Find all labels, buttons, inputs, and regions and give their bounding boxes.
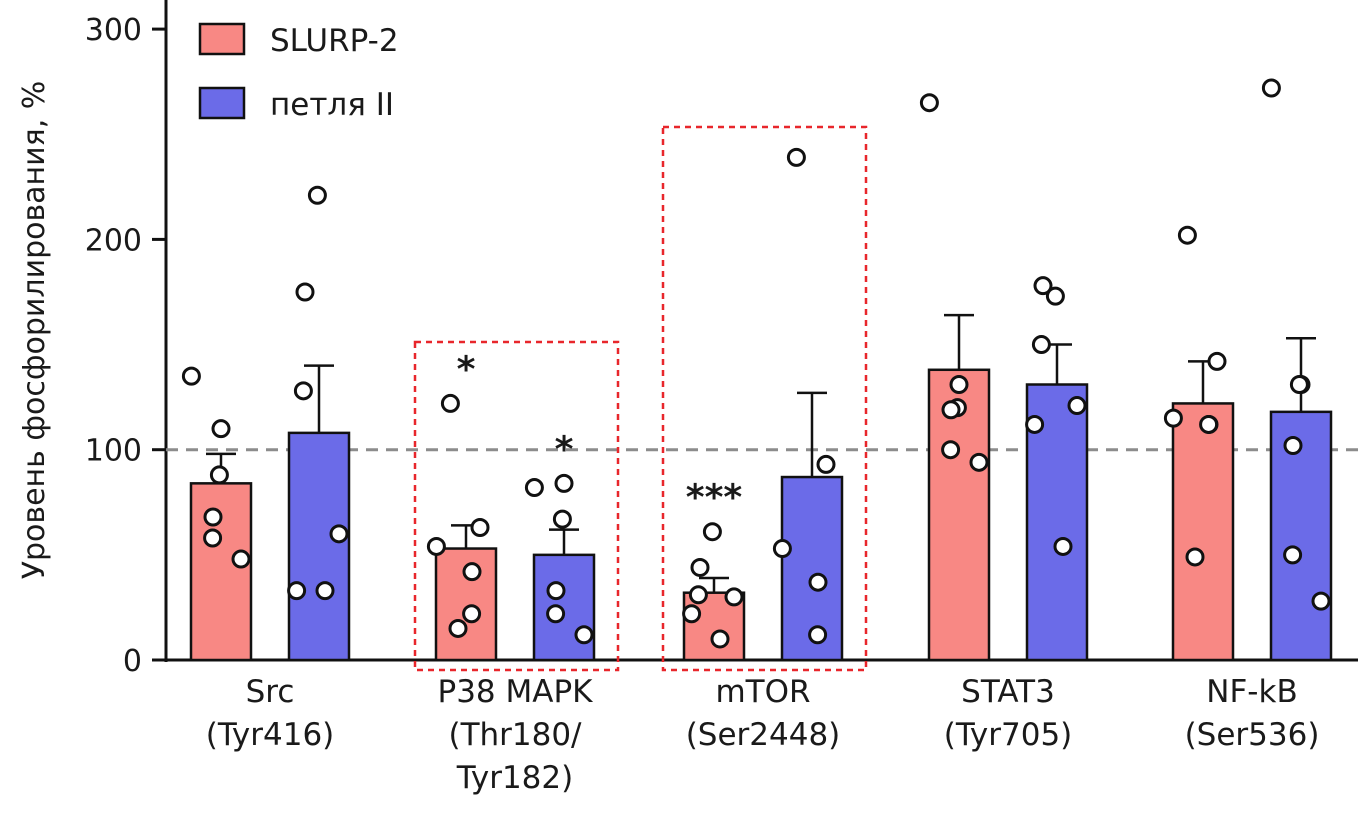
category-label: Tyr182) xyxy=(456,760,573,796)
data-point xyxy=(969,452,989,472)
data-point xyxy=(524,478,544,498)
data-point xyxy=(181,366,201,386)
data-point xyxy=(1311,591,1331,611)
legend: SLURP-2 петля II xyxy=(198,22,399,123)
legend-swatch xyxy=(198,22,246,56)
bar xyxy=(189,482,253,662)
data-point xyxy=(682,604,702,624)
data-point xyxy=(554,473,574,493)
legend-label: петля II xyxy=(270,87,394,123)
data-point xyxy=(211,419,231,439)
data-point xyxy=(295,282,315,302)
data-point xyxy=(710,629,730,649)
data-point xyxy=(949,375,969,395)
bar xyxy=(532,553,596,662)
y-axis-label: Уровень фосфорилирования, % xyxy=(17,81,52,580)
data-point xyxy=(1031,335,1051,355)
data-point xyxy=(470,518,490,538)
data-point xyxy=(816,454,836,474)
data-point xyxy=(690,557,710,577)
category-label: (Ser536) xyxy=(1185,717,1320,753)
y-tick-label: 0 xyxy=(123,644,142,679)
data-point xyxy=(293,381,313,401)
bar xyxy=(927,368,991,662)
data-point xyxy=(1185,547,1205,567)
bar xyxy=(287,431,351,662)
legend-swatch xyxy=(198,86,246,120)
category-label: (Tyr705) xyxy=(944,717,1073,753)
highlight-box xyxy=(661,125,868,672)
data-point xyxy=(1025,414,1045,434)
data-point xyxy=(919,93,939,113)
data-point xyxy=(941,400,961,420)
data-point xyxy=(1289,375,1309,395)
data-point xyxy=(941,440,961,460)
category-label: mTOR xyxy=(715,674,810,710)
data-point xyxy=(546,604,566,624)
data-point xyxy=(1261,78,1281,98)
data-point xyxy=(209,465,229,485)
data-point xyxy=(1283,545,1303,565)
data-point xyxy=(1207,351,1227,371)
data-point xyxy=(329,524,349,544)
data-point xyxy=(462,604,482,624)
category-label: (Ser2448) xyxy=(686,717,841,753)
category-label: STAT3 xyxy=(961,674,1055,710)
y-tick-label: 300 xyxy=(85,13,142,48)
data-point xyxy=(448,618,468,638)
y-tick-label: 100 xyxy=(85,434,142,469)
axes: 0 100 200 300 Уровень фосфорилирования, % xyxy=(17,0,1358,679)
labels: *****Src(Tyr416)P38 MAPK(Thr180/Tyr182)m… xyxy=(206,349,1320,796)
data-point xyxy=(1163,408,1183,428)
data-point xyxy=(786,147,806,167)
bars xyxy=(189,313,1333,662)
bar xyxy=(1269,410,1333,662)
category-label: NF-kB xyxy=(1206,674,1297,710)
data-point xyxy=(1283,435,1303,455)
data-point xyxy=(772,539,792,559)
data-point xyxy=(440,393,460,413)
legend-label: SLURP-2 xyxy=(270,23,399,59)
data-point xyxy=(231,549,251,569)
category-label: (Thr180/ xyxy=(448,717,582,753)
data-point xyxy=(287,581,307,601)
data-point xyxy=(307,185,327,205)
data-point xyxy=(1067,396,1087,416)
data-point xyxy=(574,625,594,645)
data-point xyxy=(1033,276,1053,296)
category-label: (Tyr416) xyxy=(206,717,335,753)
data-point xyxy=(315,581,335,601)
highlight-box xyxy=(413,340,620,672)
highlight-boxes xyxy=(413,125,868,672)
data-point xyxy=(1177,225,1197,245)
data-point xyxy=(1053,536,1073,556)
data-point xyxy=(1045,286,1065,306)
data-point xyxy=(426,536,446,556)
y-tick-label: 200 xyxy=(85,223,142,258)
significance-label: *** xyxy=(686,478,743,519)
category-label: P38 MAPK xyxy=(438,674,594,710)
data-point xyxy=(462,562,482,582)
bar xyxy=(1171,402,1235,662)
data-points xyxy=(181,78,1331,649)
data-point xyxy=(808,572,828,592)
data-point xyxy=(1199,414,1219,434)
data-point xyxy=(203,528,223,548)
data-point xyxy=(688,585,708,605)
data-point xyxy=(203,507,223,527)
significance-label: * xyxy=(555,429,574,470)
data-point xyxy=(546,581,566,601)
data-point xyxy=(724,587,744,607)
data-point xyxy=(702,522,722,542)
data-point xyxy=(552,509,572,529)
significance-label: * xyxy=(457,349,476,390)
category-label: Src xyxy=(246,674,295,710)
data-point xyxy=(808,625,828,645)
